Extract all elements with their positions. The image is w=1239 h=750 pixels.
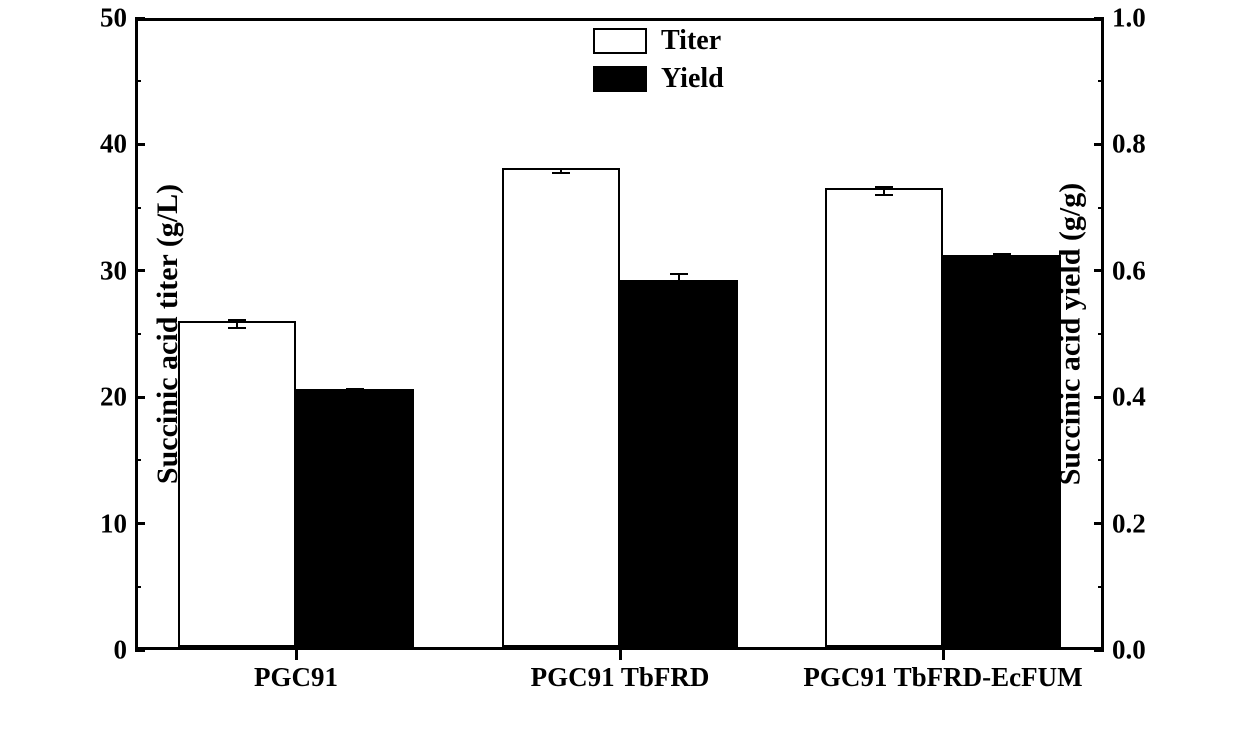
y-left-tick-label: 10: [100, 508, 127, 539]
bar-titer: [502, 168, 620, 647]
y-left-tick-label: 50: [100, 3, 127, 34]
y-right-minor-tick: [1098, 459, 1104, 461]
y-left-tick: [135, 269, 145, 272]
error-cap: [228, 327, 246, 329]
y-right-tick: [1094, 143, 1104, 146]
y-right-tick: [1094, 269, 1104, 272]
legend-swatch-titer: [593, 28, 647, 54]
legend-item-yield: Yield: [593, 63, 724, 95]
legend-swatch-yield: [593, 66, 647, 92]
error-cap: [670, 273, 688, 275]
error-cap: [993, 253, 1011, 255]
bar-titer: [178, 321, 296, 647]
chart-container: Succinic acid titer (g/L) Succinic acid …: [0, 0, 1239, 750]
x-tick: [619, 650, 622, 660]
error-cap: [552, 168, 570, 170]
y-left-tick: [135, 143, 145, 146]
bar-yield: [296, 389, 414, 647]
y-left-minor-tick: [135, 459, 141, 461]
x-tick: [295, 650, 298, 660]
y-left-tick: [135, 649, 145, 652]
error-cap: [670, 292, 688, 294]
y-right-minor-tick: [1098, 80, 1104, 82]
y-left-tick: [135, 17, 145, 20]
x-tick-label: PGC91: [254, 662, 338, 693]
y-left-tick-label: 0: [114, 635, 128, 666]
y-left-minor-tick: [135, 207, 141, 209]
y-left-tick: [135, 522, 145, 525]
error-cap: [875, 194, 893, 196]
bar-yield: [943, 255, 1061, 647]
error-cap: [875, 186, 893, 188]
error-cap: [346, 394, 364, 396]
bar-titer: [825, 188, 943, 647]
y-left-tick-label: 30: [100, 255, 127, 286]
y-right-tick: [1094, 649, 1104, 652]
y-right-tick-label: 0.0: [1112, 635, 1146, 666]
y-left-tick: [135, 396, 145, 399]
error-cap: [346, 388, 364, 390]
x-tick-label: PGC91 TbFRD: [531, 662, 710, 693]
x-tick-label: PGC91 TbFRD-EcFUM: [803, 662, 1082, 693]
legend: Titer Yield: [593, 25, 724, 101]
x-tick: [942, 650, 945, 660]
y-right-tick-label: 0.6: [1112, 255, 1146, 286]
y-left-minor-tick: [135, 80, 141, 82]
error-cap: [552, 172, 570, 174]
y-right-tick-label: 1.0: [1112, 3, 1146, 34]
legend-item-titer: Titer: [593, 25, 724, 57]
y-right-tick-label: 0.4: [1112, 382, 1146, 413]
y-left-tick-label: 20: [100, 382, 127, 413]
bar-yield: [620, 280, 738, 647]
legend-label-yield: Yield: [661, 63, 724, 95]
error-cap: [993, 260, 1011, 262]
y-right-tick: [1094, 396, 1104, 399]
y-left-tick-label: 40: [100, 129, 127, 160]
y-right-tick: [1094, 17, 1104, 20]
error-bar-yield: [678, 274, 680, 293]
y-right-tick-label: 0.2: [1112, 508, 1146, 539]
y-right-tick-label: 0.8: [1112, 129, 1146, 160]
y-right-minor-tick: [1098, 207, 1104, 209]
y-left-minor-tick: [135, 333, 141, 335]
error-cap: [228, 319, 246, 321]
y-right-minor-tick: [1098, 586, 1104, 588]
y-right-tick: [1094, 522, 1104, 525]
y-right-minor-tick: [1098, 333, 1104, 335]
legend-label-titer: Titer: [661, 25, 721, 57]
y-left-minor-tick: [135, 586, 141, 588]
